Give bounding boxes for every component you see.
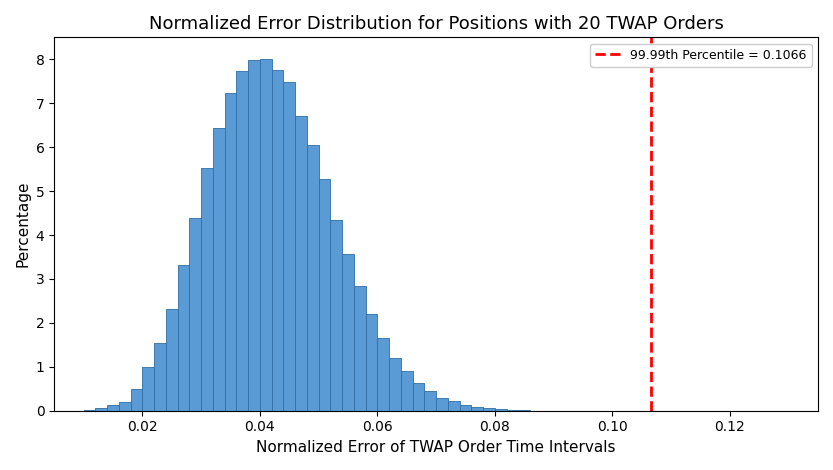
Bar <box>460 405 471 411</box>
Bar <box>248 60 260 411</box>
Bar <box>83 410 95 411</box>
Bar <box>318 179 331 411</box>
Bar <box>283 82 295 411</box>
Bar <box>424 392 436 411</box>
Bar <box>389 358 401 411</box>
Bar <box>212 128 225 411</box>
Bar <box>307 144 318 411</box>
Bar <box>448 401 460 411</box>
Bar <box>506 410 518 411</box>
Bar <box>189 219 201 411</box>
Bar <box>412 383 424 411</box>
Bar <box>354 286 366 411</box>
Bar <box>342 254 354 411</box>
Bar <box>260 59 272 411</box>
Bar <box>142 367 154 411</box>
Bar <box>366 313 377 411</box>
Bar <box>237 71 248 411</box>
Bar <box>331 219 342 411</box>
Bar <box>166 309 177 411</box>
Bar <box>272 70 283 411</box>
Bar <box>177 266 189 411</box>
Title: Normalized Error Distribution for Positions with 20 TWAP Orders: Normalized Error Distribution for Positi… <box>148 15 724 33</box>
Bar <box>377 338 389 411</box>
Bar <box>495 409 506 411</box>
Bar <box>154 343 166 411</box>
Bar <box>107 405 119 411</box>
Bar <box>131 389 142 411</box>
Bar <box>225 93 237 411</box>
Bar <box>201 168 212 411</box>
X-axis label: Normalized Error of TWAP Order Time Intervals: Normalized Error of TWAP Order Time Inte… <box>257 440 616 455</box>
Bar <box>471 407 483 411</box>
Bar <box>436 398 448 411</box>
Bar <box>483 408 495 411</box>
Legend: 99.99th Percentile = 0.1066: 99.99th Percentile = 0.1066 <box>591 44 811 67</box>
Bar <box>119 402 131 411</box>
Bar <box>95 407 107 411</box>
Bar <box>401 371 412 411</box>
Bar <box>295 116 307 411</box>
Y-axis label: Percentage: Percentage <box>15 181 30 267</box>
